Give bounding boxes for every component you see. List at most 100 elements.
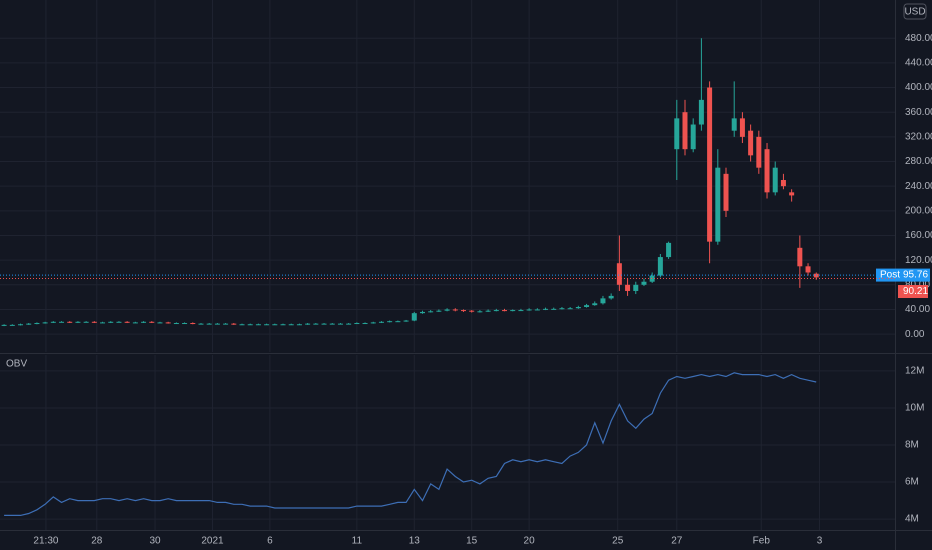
obv-line (4, 372, 817, 516)
candle-body (469, 310, 475, 312)
y-tick-label: 480.00 (905, 33, 932, 44)
candle-body (739, 118, 745, 137)
candle-body (132, 322, 138, 324)
candle-body (100, 322, 106, 324)
x-tick-label: 21:30 (33, 536, 58, 547)
candle-body (231, 323, 237, 325)
candle-body (387, 321, 393, 323)
candle-body (354, 323, 360, 325)
y-tick-label: 0.00 (905, 329, 925, 340)
candle-body (42, 322, 48, 324)
candle-body (600, 298, 606, 304)
x-tick-label: 30 (149, 536, 161, 547)
currency-box[interactable] (903, 3, 927, 20)
candle-body (337, 323, 343, 325)
candle-body (124, 321, 130, 323)
candle-body (378, 321, 384, 323)
y-tick-label: 360.00 (905, 107, 932, 118)
candle-body (608, 295, 614, 299)
indicator-title: OBV (6, 359, 27, 370)
x-tick-label: 25 (612, 536, 624, 547)
candle-body (83, 321, 89, 323)
currency: USD (904, 7, 925, 18)
candle-body (403, 320, 409, 322)
price-label-name: Post (880, 270, 900, 281)
candle-body (715, 167, 721, 242)
candle-body (239, 324, 245, 326)
candle-body (1, 324, 7, 326)
candle-body (26, 323, 32, 325)
x-tick-label: 3 (817, 536, 823, 547)
y-tick-label: 320.00 (905, 131, 932, 142)
x-tick-label: 11 (352, 536, 363, 547)
y-tick-label: 240.00 (905, 181, 932, 192)
price-label-bg (876, 268, 930, 282)
y-tick-label: 6M (905, 477, 919, 488)
candle-body (214, 323, 220, 325)
candle-body (526, 309, 532, 311)
y-tick-label: 4M (905, 514, 919, 525)
candle-body (534, 309, 540, 311)
candle-body (707, 87, 713, 242)
candle-body (797, 247, 803, 267)
candle-body (198, 323, 204, 325)
candle-body (772, 167, 778, 193)
candle-body (264, 324, 270, 326)
x-tick-label: 27 (671, 536, 683, 547)
price-label-bg (898, 285, 928, 299)
candle-body (748, 130, 754, 156)
y-tick-label: 120.00 (905, 255, 932, 266)
x-tick-label: 20 (524, 536, 536, 547)
candle-body (518, 310, 524, 312)
candle-body (756, 136, 762, 168)
candle-body (50, 321, 56, 323)
x-tick-label: 6 (267, 536, 273, 547)
candle-body (780, 180, 786, 187)
candle-body (723, 173, 729, 211)
y-tick-label: 12M (905, 366, 924, 377)
candle-body (698, 99, 704, 125)
x-tick-label: 13 (409, 536, 421, 547)
candle-body (502, 310, 508, 312)
candle-body (75, 321, 81, 323)
candle-body (288, 324, 294, 326)
y-tick-label: 8M (905, 440, 919, 451)
candle-body (477, 311, 483, 313)
candle-body (682, 112, 688, 150)
candle-body (485, 310, 491, 312)
candle-body (321, 323, 327, 325)
candle-body (666, 242, 672, 258)
candle-body (91, 321, 97, 323)
candle-body (633, 284, 639, 291)
candle-body (313, 323, 319, 325)
candle-body (18, 324, 24, 326)
candle-body (59, 321, 65, 323)
candle-body (247, 324, 253, 326)
y-tick-label: 280.00 (905, 156, 932, 167)
candle-body (116, 321, 122, 323)
candle-body (625, 284, 631, 291)
candle-body (329, 323, 335, 325)
candle-body (436, 310, 442, 312)
candle-body (34, 323, 40, 325)
candle-body (419, 311, 425, 314)
candle-body (370, 322, 376, 324)
candle-body (428, 311, 434, 313)
y-tick-label: 10M (905, 403, 924, 414)
candle-body (444, 309, 450, 311)
candle-body (362, 323, 368, 325)
candle-body (543, 308, 549, 310)
candle-body (764, 149, 770, 193)
candle-body (460, 310, 466, 312)
x-tick-label: Feb (753, 536, 771, 547)
candle-body (173, 323, 179, 325)
candle-body (567, 308, 573, 310)
candle-body (616, 263, 622, 285)
candle-body (395, 321, 401, 323)
candle-body (731, 118, 737, 131)
candle-body (255, 324, 261, 326)
candle-body (182, 323, 188, 325)
y-tick-label: 400.00 (905, 82, 932, 93)
candle-body (805, 266, 811, 273)
